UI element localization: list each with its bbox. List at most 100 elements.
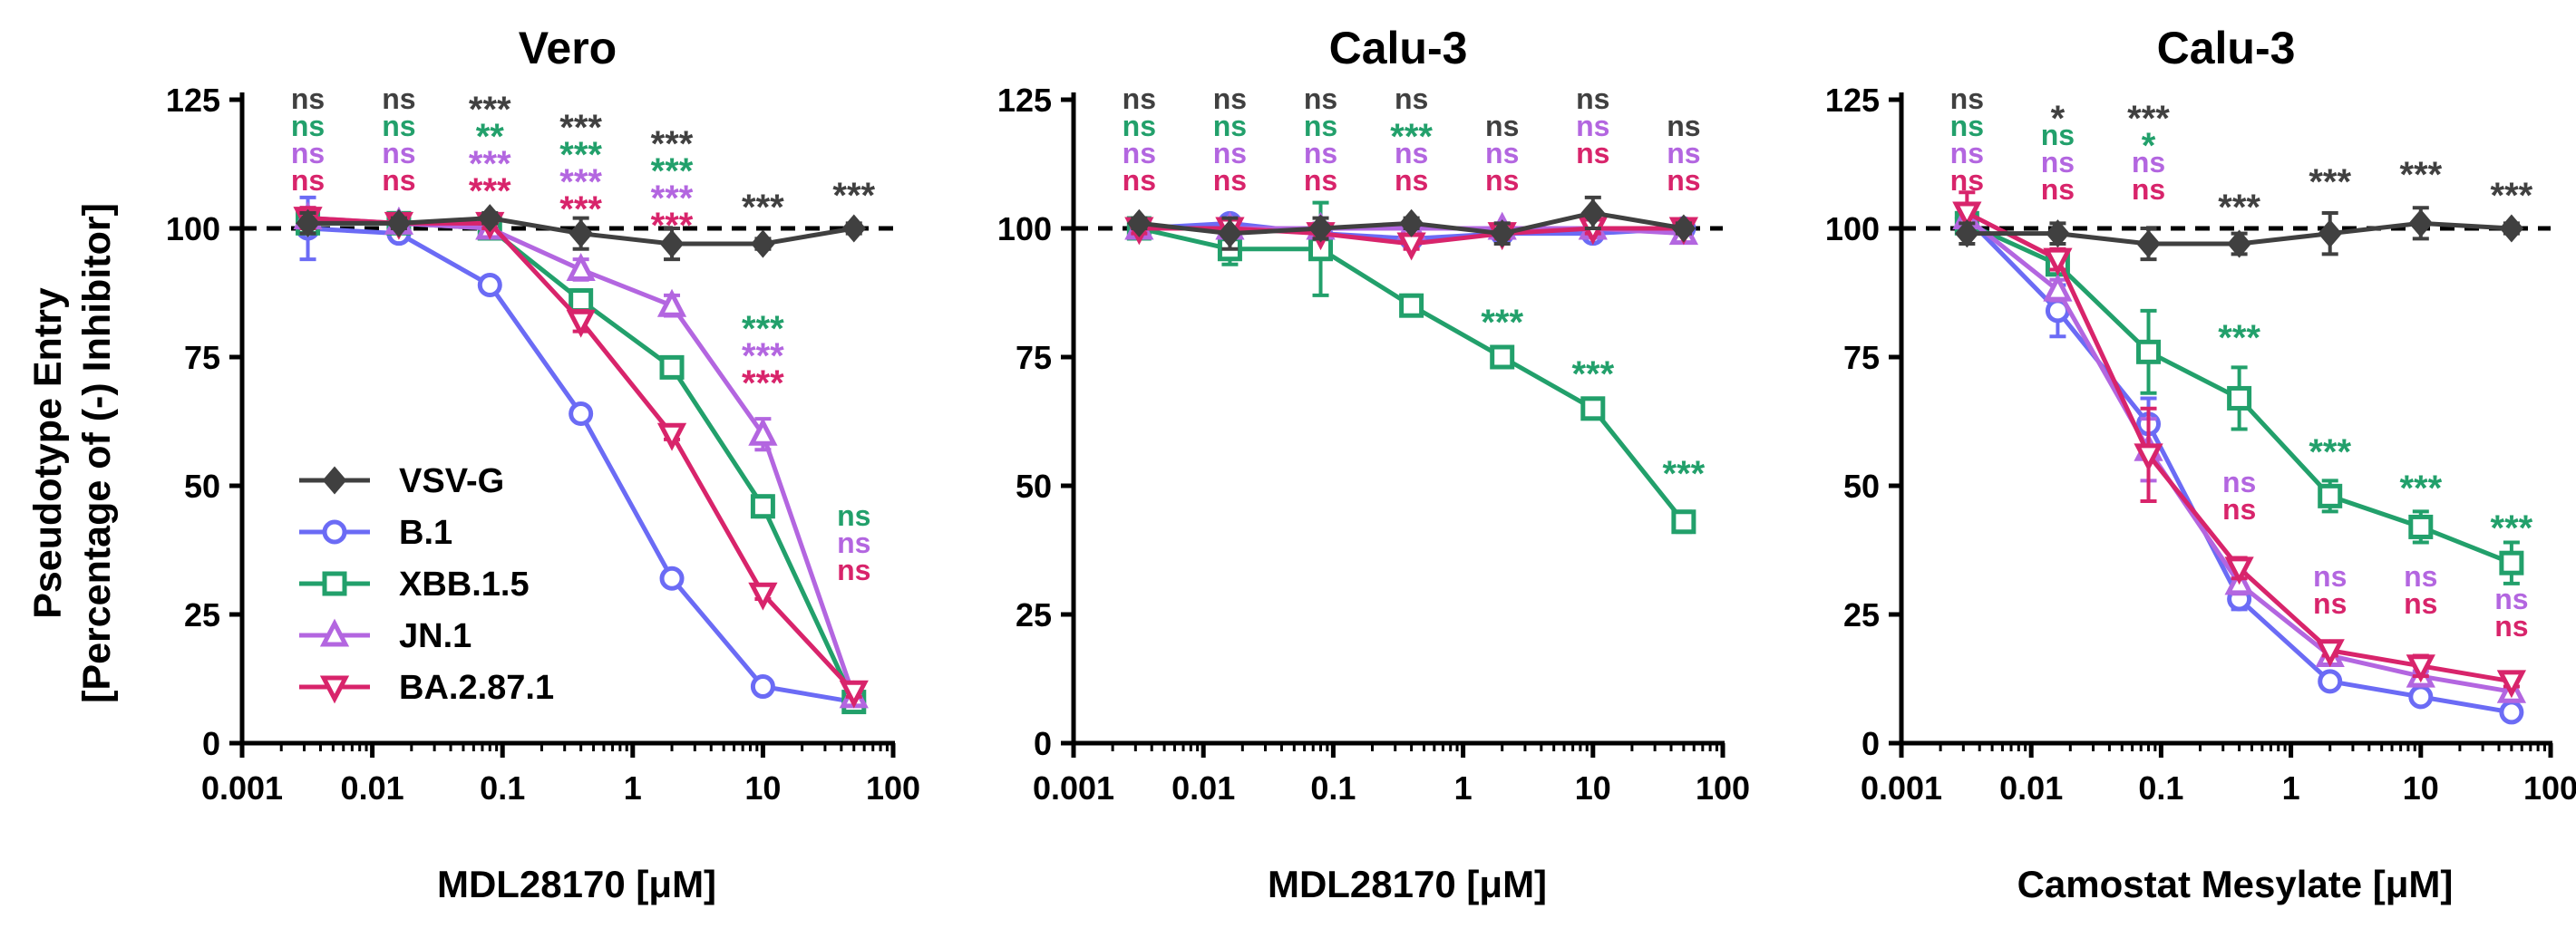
data-point-vsv-g — [751, 229, 775, 258]
significance-label: ns — [382, 82, 415, 115]
legend: VSV-G B.1 XBB.1.5 JN.1 BA.2.87.1 — [299, 462, 554, 707]
data-point-b-1 — [477, 272, 502, 297]
data-point-vsv-g — [477, 204, 502, 233]
data-point-ba-2-87-1 — [2043, 247, 2073, 276]
significance-label: ns — [1395, 164, 1428, 197]
y-tick-label: 75 — [1843, 339, 1880, 376]
significance-label: ns — [1304, 82, 1337, 115]
significance-label: ns — [1950, 82, 1984, 115]
y-tick-label: 50 — [1016, 468, 1052, 505]
significance-label: *** — [2309, 432, 2351, 472]
x-tick-label: 10 — [1575, 769, 1611, 807]
significance-label: ns — [1304, 137, 1337, 169]
significance-label: ns — [837, 499, 870, 532]
legend-marker — [322, 519, 347, 545]
significance-label: ns — [1123, 110, 1156, 142]
significance-label: *** — [742, 363, 784, 403]
data-point-vsv-g — [1671, 214, 1696, 243]
data-point-vsv-g — [2499, 214, 2524, 243]
data-point-b-1 — [2499, 700, 2524, 725]
x-tick-label: 1 — [1454, 769, 1473, 807]
x-tick-label: 100 — [1696, 769, 1750, 807]
data-point-xbb-1-5 — [1580, 396, 1606, 421]
significance-label: *** — [742, 188, 784, 227]
data-point-xbb-1-5 — [2499, 550, 2524, 575]
data-point-xbb-1-5 — [659, 354, 685, 380]
significance-label: ns — [1213, 137, 1247, 169]
significance-label: * — [2142, 126, 2156, 166]
data-point-ba-2-87-1 — [2496, 670, 2527, 699]
legend-item-jn-1: JN.1 — [299, 617, 471, 655]
x-tick-label: 0.01 — [1999, 769, 2063, 807]
data-point-vsv-g — [2318, 219, 2343, 248]
significance-label: *** — [1571, 354, 1614, 394]
data-point-ba-2-87-1 — [2134, 443, 2163, 472]
x-tick-label: 0.001 — [1861, 769, 1942, 807]
data-point-jn-1 — [566, 253, 596, 281]
significance-label: ns — [382, 137, 415, 169]
significance-label: ns — [2041, 146, 2075, 179]
significance-label: *** — [2399, 469, 2442, 508]
significance-label: ns — [382, 164, 415, 197]
significance-label: *** — [742, 309, 784, 349]
significance-label: ns — [1667, 137, 1700, 169]
data-point-vsv-g — [1955, 219, 1979, 248]
x-axis-title: Camostat Mesylate [μM] — [2017, 863, 2454, 905]
y-tick-label: 100 — [166, 210, 220, 247]
significance-annotations: nsnsnsnsnsnsnsnsnsnsnsnsns***nsnsnsnsnsn… — [1123, 82, 1706, 494]
series-line-jn-1 — [1965, 216, 2513, 694]
significance-label: *** — [469, 171, 511, 211]
data-point-vsv-g — [296, 208, 320, 237]
legend-item-ba-2-87-1: BA.2.87.1 — [299, 669, 554, 707]
y-tick-label: 75 — [184, 339, 220, 376]
data-point-xbb-1-5 — [750, 494, 775, 519]
significance-label: ns — [1485, 110, 1519, 142]
significance-label: ns — [2404, 587, 2437, 620]
series-jn-1 — [1952, 201, 2527, 703]
legend-marker — [319, 618, 350, 647]
significance-label: *** — [651, 179, 694, 218]
data-point-vsv-g — [2227, 229, 2251, 258]
significance-label: ns — [291, 137, 325, 169]
significance-label: ns — [291, 82, 325, 115]
legend-label: XBB.1.5 — [399, 566, 530, 604]
x-tick-label: 0.1 — [1310, 769, 1356, 807]
data-point-b-1 — [659, 566, 685, 591]
significance-label: ns — [1304, 110, 1337, 142]
series-jn-1 — [293, 201, 869, 709]
legend-marker — [322, 571, 347, 596]
data-point-jn-1 — [2043, 273, 2073, 302]
y-tick-label: 100 — [997, 210, 1052, 247]
significance-label: ns — [1950, 164, 1984, 197]
data-point-ba-2-87-1 — [1396, 232, 1426, 261]
y-tick-label: 125 — [1825, 82, 1880, 119]
significance-label: ns — [2132, 146, 2165, 179]
data-point-jn-1 — [656, 288, 687, 317]
significance-label: *** — [1481, 303, 1523, 343]
significance-label: ns — [2313, 587, 2347, 620]
data-point-vsv-g — [1580, 198, 1606, 227]
data-point-vsv-g — [659, 229, 685, 258]
legend-item-b-1: B.1 — [299, 514, 452, 552]
significance-label: ns — [1213, 82, 1247, 115]
series-vsv-g — [296, 204, 867, 262]
significance-label: ns — [1123, 82, 1156, 115]
data-point-xbb-1-5 — [569, 288, 594, 314]
y-tick-label: 0 — [202, 725, 220, 762]
x-tick-label: 0.001 — [201, 769, 283, 807]
significance-label: ns — [2494, 583, 2528, 615]
chart-panel-1: Vero 0 25 50 75 100 125 0.001 0.01 0.1 1 10 100 MDL28… — [166, 23, 920, 905]
x-tick-label: 1 — [624, 769, 642, 807]
y-tick-label: 50 — [1843, 468, 1880, 505]
significance-label: ns — [291, 110, 325, 142]
significance-label: ns — [2132, 173, 2165, 206]
significance-label: *** — [2399, 155, 2442, 195]
data-point-xbb-1-5 — [1399, 293, 1424, 318]
x-tick-label: 0.01 — [341, 769, 404, 807]
data-point-ba-2-87-1 — [656, 422, 687, 451]
significance-label: ns — [837, 554, 870, 586]
y-tick-label: 50 — [184, 468, 220, 505]
data-point-vsv-g — [1399, 208, 1424, 237]
x-tick-label: 10 — [744, 769, 781, 807]
significance-label: *** — [559, 162, 602, 202]
